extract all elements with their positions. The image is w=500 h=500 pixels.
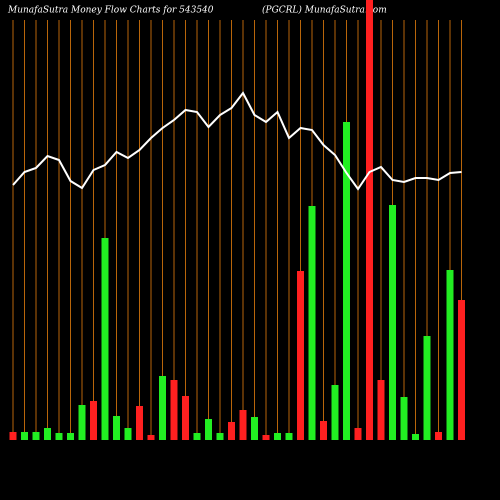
bar — [458, 300, 465, 440]
bar — [193, 433, 201, 440]
bar — [297, 271, 304, 440]
bar — [366, 0, 373, 440]
bar — [101, 238, 109, 440]
bar — [32, 432, 40, 440]
bar — [423, 336, 431, 440]
bar — [228, 422, 235, 440]
bar — [446, 270, 454, 440]
bar — [354, 428, 362, 440]
bar — [251, 417, 258, 440]
bar — [216, 433, 224, 440]
bar — [343, 122, 350, 440]
bar — [21, 432, 28, 440]
bar — [78, 405, 86, 440]
bar — [170, 380, 178, 440]
bar — [285, 433, 293, 440]
bar — [400, 397, 408, 440]
bar — [389, 205, 396, 440]
bar — [308, 206, 316, 440]
bar — [262, 435, 270, 440]
bar — [55, 433, 63, 440]
bar — [205, 419, 212, 440]
bar — [331, 385, 339, 440]
bar — [182, 396, 189, 440]
bar — [147, 435, 155, 440]
bar — [67, 433, 74, 440]
bar — [136, 406, 143, 440]
bar — [239, 410, 247, 440]
bar — [9, 432, 17, 440]
money-flow-line — [12, 91, 462, 191]
bar — [412, 434, 419, 440]
bar — [90, 401, 97, 440]
bar — [44, 428, 51, 440]
chart-title: MunafaSutra Money Flow Charts for 543540 — [7, 6, 214, 16]
bar — [124, 428, 132, 440]
bar — [377, 380, 385, 440]
chart-subtitle: (PGCRL) MunafaSutra.com — [262, 5, 387, 16]
bar — [435, 432, 442, 440]
bar — [159, 376, 166, 440]
bar — [274, 433, 281, 440]
bar — [113, 416, 120, 440]
bar — [320, 421, 327, 440]
